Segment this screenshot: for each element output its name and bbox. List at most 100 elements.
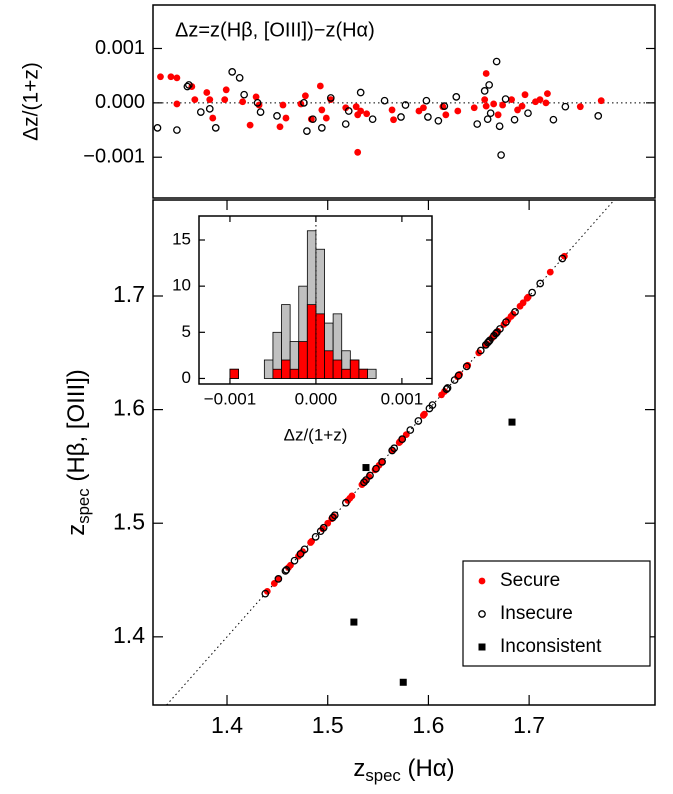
- point: [492, 329, 500, 338]
- y-tick-label: 0: [182, 368, 191, 387]
- point: [518, 102, 526, 110]
- point: [597, 97, 605, 105]
- point: [434, 116, 443, 125]
- point: [378, 458, 386, 466]
- point: [322, 114, 330, 122]
- point: [185, 81, 193, 89]
- point: [360, 478, 368, 487]
- point: [390, 444, 399, 453]
- x-tick-label: 0.000: [295, 390, 338, 409]
- point: [274, 575, 282, 583]
- point: [442, 111, 450, 119]
- point: [576, 103, 584, 111]
- point: [309, 115, 317, 124]
- y-tick-label: 15: [172, 229, 191, 248]
- point: [558, 254, 567, 263]
- y-tick-label: 5: [182, 322, 191, 341]
- point: [279, 101, 287, 109]
- point: [296, 550, 305, 558]
- label-subscript: spec: [75, 488, 94, 523]
- point: [542, 99, 550, 107]
- point: [495, 122, 504, 131]
- point: [378, 458, 386, 466]
- plot-frame: [152, 4, 656, 199]
- annotation: Δz=z(Hβ, [OIII])−z(Hα): [175, 19, 375, 41]
- point: [290, 556, 299, 565]
- point: [318, 106, 326, 114]
- point: [348, 492, 356, 500]
- x-tick-label: 1.4: [211, 712, 243, 738]
- x-tick-label: 1.6: [412, 712, 444, 738]
- histogram-bar: [298, 341, 308, 379]
- x-label: zspec (Hα): [353, 755, 454, 785]
- point: [424, 113, 432, 121]
- point: [311, 533, 320, 541]
- histogram-bar: [341, 368, 351, 379]
- y-tick-label: 1.7: [113, 281, 145, 307]
- point: [390, 116, 397, 124]
- x-label: Δz/(1+z): [284, 425, 348, 444]
- point: [173, 74, 181, 82]
- legend-box: [462, 560, 651, 667]
- point: [482, 70, 490, 77]
- point: [362, 476, 370, 484]
- x-tick-label: −0.001: [204, 390, 256, 409]
- point: [502, 318, 510, 326]
- point: [470, 104, 478, 112]
- point: [510, 115, 519, 124]
- point: [252, 93, 260, 101]
- point: [485, 336, 494, 345]
- point: [546, 268, 554, 276]
- y-tick-label: 1.4: [113, 622, 145, 648]
- histogram-bar: [358, 368, 368, 379]
- point: [380, 96, 389, 105]
- point: [483, 338, 492, 347]
- point: [239, 98, 247, 106]
- point: [362, 464, 370, 472]
- point: [442, 385, 451, 394]
- histogram-bar: [315, 313, 325, 379]
- y-tick-label: 0.001: [95, 37, 145, 59]
- point: [398, 435, 406, 443]
- point: [222, 86, 230, 94]
- point: [397, 113, 405, 121]
- point: [330, 511, 339, 520]
- histogram-bar: [272, 368, 282, 379]
- point: [211, 124, 220, 132]
- label-subscript: spec: [365, 767, 400, 786]
- y-tick-label: −0.001: [83, 146, 145, 168]
- point: [398, 435, 407, 444]
- point: [206, 96, 214, 103]
- point: [316, 82, 324, 90]
- point: [388, 106, 396, 114]
- point: [317, 124, 326, 132]
- point: [357, 107, 365, 115]
- point: [253, 99, 262, 107]
- point: [153, 124, 162, 132]
- point: [443, 384, 452, 392]
- point: [490, 100, 498, 108]
- point: [508, 418, 516, 426]
- point: [406, 426, 415, 434]
- point: [484, 337, 493, 346]
- point: [486, 109, 495, 118]
- histogram-bar: [367, 368, 377, 379]
- y-tick-label: 0.000: [95, 91, 145, 113]
- point: [372, 464, 380, 473]
- point: [183, 82, 192, 91]
- label-rest: (Hα): [401, 755, 455, 782]
- point: [221, 96, 229, 103]
- point: [203, 89, 211, 96]
- legend-label: Secure: [500, 570, 560, 591]
- legend-label: Inconsistent: [500, 636, 602, 657]
- label-main: z: [353, 755, 365, 782]
- point: [454, 371, 463, 380]
- point: [494, 111, 502, 119]
- point: [594, 112, 603, 120]
- y-label: zspec (Hβ, [OIII]): [63, 369, 93, 536]
- point: [167, 73, 175, 81]
- point: [399, 678, 407, 686]
- point: [366, 471, 374, 480]
- point: [228, 68, 237, 76]
- label-main: z: [63, 524, 90, 536]
